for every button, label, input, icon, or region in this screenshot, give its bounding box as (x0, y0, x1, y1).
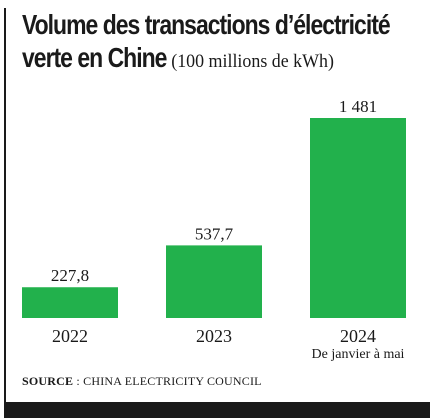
bar-2022 (22, 287, 118, 318)
title-line-1: Volume des transactions d’électricité (22, 9, 391, 40)
category-note-2024: De janvier à mai (312, 347, 405, 362)
source-text: CHINA ELECTRICITY COUNCIL (83, 374, 262, 388)
bottom-border-rule (4, 402, 430, 418)
source-note: SOURCE : CHINA ELECTRICITY COUNCIL (22, 374, 262, 389)
title-line-2-text: verte en Chine (22, 42, 167, 73)
category-label-2022: 2022 (52, 326, 88, 346)
chart-title: Volume des transactions d’électricité ve… (22, 8, 391, 78)
category-label-2024: 2024 (340, 326, 376, 346)
left-border-rule (4, 8, 6, 406)
value-label-2023: 537,7 (195, 224, 234, 243)
title-unit: (100 millions de kWh) (171, 51, 335, 72)
source-separator: : (73, 374, 84, 388)
category-label-2023: 2023 (196, 326, 232, 346)
title-line-2: verte en Chine (100 millions de kWh) (22, 41, 350, 78)
value-label-2022: 227,8 (51, 266, 89, 285)
source-label: SOURCE (22, 374, 74, 388)
bar-2024 (310, 118, 406, 318)
bar-2023 (166, 245, 262, 318)
value-label-2024: 1 481 (339, 97, 377, 116)
